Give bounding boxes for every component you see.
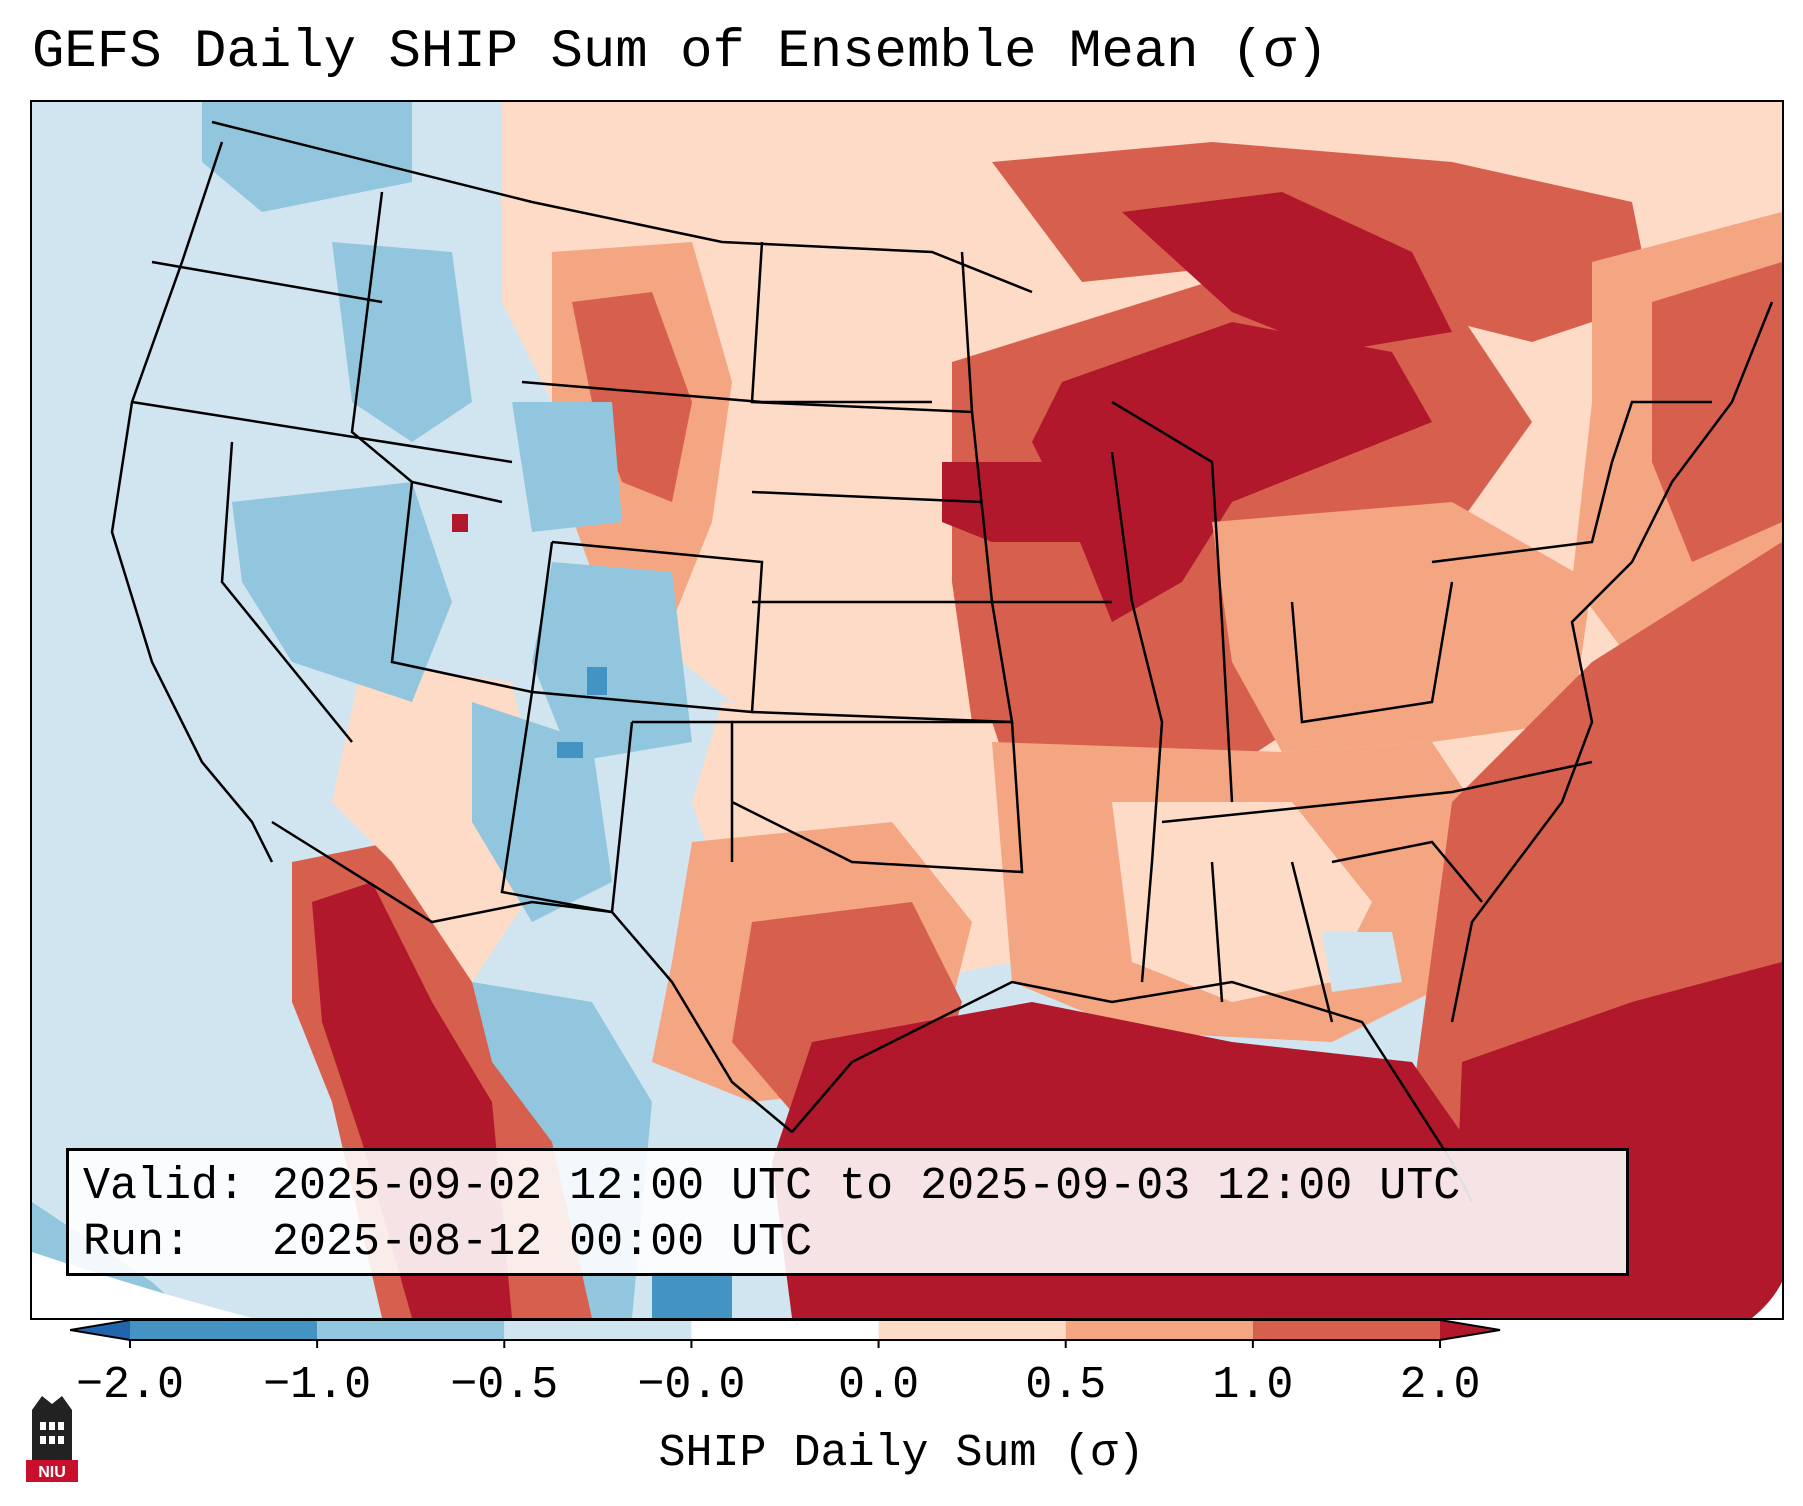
map-panel <box>30 100 1784 1320</box>
colorbar-under-extend <box>70 1320 130 1340</box>
political-borders <box>110 120 1774 1203</box>
border-mn-ia <box>970 411 1112 604</box>
colorbar-tick-label: −0.5 <box>450 1360 559 1411</box>
valid-value: 2025-09-02 12:00 UTC to 2025-09-03 12:00… <box>272 1161 1461 1212</box>
border-gulf-coast <box>791 980 1474 1203</box>
border-idaho <box>350 191 503 504</box>
ship-anomaly-map <box>32 102 1782 1318</box>
colorbar-over-extend <box>1440 1320 1500 1340</box>
border-wa-or <box>151 260 383 304</box>
colorbar <box>70 1319 1501 1348</box>
region-rockies-above-2 <box>572 292 692 502</box>
border-ny-ne <box>1610 400 1712 463</box>
colorbar-tick-label: 1.0 <box>1212 1360 1294 1411</box>
region-new-england-high <box>1652 262 1782 562</box>
colorbar-tick-label: −2.0 <box>75 1360 185 1411</box>
valid-label: Valid: <box>83 1161 246 1212</box>
run-value: 2025-08-12 00:00 UTC <box>272 1217 813 1268</box>
border-ms-al <box>1210 861 1224 1003</box>
border-az-nm <box>500 691 634 914</box>
colorbar-bin <box>504 1320 692 1340</box>
colorbar-tick-label: 0.0 <box>838 1360 920 1411</box>
map-title: GEFS Daily SHIP Sum of Ensemble Mean (σ) <box>32 22 1329 83</box>
region-quebec-highest <box>1122 192 1452 352</box>
cell-utah-highest <box>452 514 468 532</box>
colorbar-tick-label: −1.0 <box>263 1360 372 1411</box>
border-wi-mi <box>1111 400 1224 623</box>
colorbar-tick-label: 2.0 <box>1399 1360 1481 1411</box>
border-ok <box>731 720 1024 874</box>
colorbar-bin <box>1065 1320 1253 1340</box>
region-idaho-low <box>332 242 472 442</box>
colorbar-tick-label: 0.5 <box>1025 1360 1107 1411</box>
valid-run-box: Valid: 2025-09-02 12:00 UTC to 2025-09-0… <box>66 1148 1629 1276</box>
region-wyoming-low <box>512 402 622 532</box>
valid-row: Valid: 2025-09-02 12:00 UTC to 2025-09-0… <box>83 1159 1612 1215</box>
colorbar-bin <box>691 1320 879 1340</box>
run-label: Run: <box>83 1217 192 1268</box>
projection-edge <box>32 1252 252 1318</box>
region-great-basin-low <box>232 482 452 702</box>
region-southeast-light <box>1112 802 1372 1002</box>
border-ut <box>390 481 554 694</box>
cell-colorado-verylow <box>587 667 607 695</box>
border-east-coast <box>1450 301 1774 1023</box>
border-us-canada <box>211 120 1033 294</box>
projection-edge-right <box>1752 1282 1782 1318</box>
colorbar-tick-label: −0.0 <box>637 1360 746 1411</box>
niu-logo: NIU <box>26 1396 78 1482</box>
border-co <box>531 540 764 714</box>
region-washington-low <box>202 102 412 212</box>
border-tn-ky <box>1161 760 1593 824</box>
border-mississippi <box>1110 451 1164 983</box>
logo-banner <box>26 1460 78 1482</box>
colorbar-bin <box>130 1320 318 1340</box>
border-west-coast <box>110 141 274 863</box>
cell-colorado-verylow-2 <box>557 742 583 758</box>
border-nv-ca <box>220 441 353 743</box>
border-or-ca <box>131 400 513 464</box>
logo-windows-icon <box>40 1422 64 1444</box>
region-colorado-low <box>532 562 692 762</box>
border-dakotas <box>750 241 974 414</box>
region-georgia-low <box>1322 932 1402 992</box>
border-ks-ne <box>751 600 1014 724</box>
border-sd-ne <box>751 490 983 504</box>
colorbar-bin <box>317 1320 505 1340</box>
run-row: Run: 2025-08-12 00:00 UTC <box>83 1215 1612 1271</box>
border-al-ga <box>1290 861 1334 1023</box>
border-il-in <box>1220 621 1234 803</box>
logo-text: NIU <box>38 1464 66 1481</box>
region-iowa-highest <box>942 462 1122 542</box>
colorbar-bin <box>878 1320 1066 1340</box>
region-great-lakes-highest <box>1032 322 1432 622</box>
colorbar-label: SHIP Daily Sum (σ) <box>658 1428 1145 1479</box>
region-ohio-valley <box>1212 502 1592 752</box>
border-pa-ny <box>1431 461 1614 564</box>
border-oh <box>1290 581 1454 724</box>
region-mexico-interior-verylow <box>652 1272 732 1318</box>
colorbar-bin <box>1252 1320 1440 1340</box>
border-nc-sc <box>1331 840 1483 903</box>
